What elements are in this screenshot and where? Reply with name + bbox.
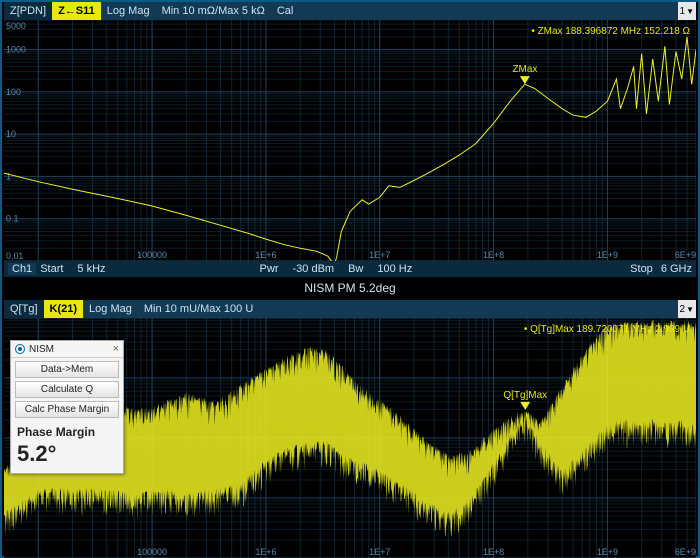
nism-button[interactable]: Calculate Q bbox=[15, 381, 119, 398]
trace-index-dropdown[interactable]: 1 ▼ bbox=[678, 2, 696, 20]
trace-tag[interactable]: Q[Tg] bbox=[4, 300, 44, 318]
start-label: Start bbox=[40, 263, 63, 275]
svg-text:5000: 5000 bbox=[6, 21, 26, 31]
trace-tag[interactable]: Z[PDN] bbox=[4, 2, 52, 20]
bw-label: Bw bbox=[348, 263, 363, 275]
trace-index: 2 bbox=[680, 304, 686, 315]
svg-text:Q[Tg]Max: Q[Tg]Max bbox=[503, 390, 547, 401]
svg-text:100: 100 bbox=[6, 87, 21, 97]
svg-text:6E+9: 6E+9 bbox=[675, 547, 696, 557]
nism-button[interactable]: Calc Phase Margin bbox=[15, 401, 119, 418]
pwr-value: -30 dBm bbox=[293, 263, 335, 275]
svg-text:100000: 100000 bbox=[137, 250, 167, 260]
app-frame: Z[PDN] Z←S11 Log Mag Min 10 mΩ/Max 5 kΩ … bbox=[0, 0, 700, 558]
svg-text:6E+9: 6E+9 bbox=[675, 250, 696, 260]
nism-icon bbox=[15, 344, 25, 354]
stop-value: 6 GHz bbox=[661, 263, 692, 275]
trace-index-dropdown[interactable]: 2 ▼ bbox=[678, 300, 696, 318]
svg-text:1E+9: 1E+9 bbox=[597, 250, 618, 260]
top-toolbar: Z[PDN] Z←S11 Log Mag Min 10 mΩ/Max 5 kΩ … bbox=[4, 2, 696, 20]
pwr-label: Pwr bbox=[260, 263, 279, 275]
svg-text:• ZMax 188.396872 MHz 15: • ZMax 188.396872 MHz 152.218 Ω bbox=[531, 26, 690, 37]
nism-result: Phase Margin 5.2° bbox=[11, 421, 123, 473]
svg-text:0.01: 0.01 bbox=[6, 251, 23, 261]
cal-label: Cal bbox=[271, 4, 300, 18]
format-label: Log Mag bbox=[101, 4, 156, 18]
midbar-text: NISM PM 5.2deg bbox=[304, 281, 395, 295]
chevron-down-icon: ▼ bbox=[686, 7, 694, 16]
svg-text:1000: 1000 bbox=[6, 45, 26, 55]
svg-text:1E+7: 1E+7 bbox=[369, 250, 390, 260]
svg-text:1E+6: 1E+6 bbox=[255, 547, 276, 557]
range-label: Min 10 mU/Max 100 U bbox=[138, 302, 259, 316]
active-param[interactable]: Z←S11 bbox=[52, 2, 101, 20]
range-label: Min 10 mΩ/Max 5 kΩ bbox=[156, 4, 271, 18]
format-label: Log Mag bbox=[83, 302, 138, 316]
svg-text:ZMax: ZMax bbox=[512, 64, 537, 75]
trace-index: 1 bbox=[680, 6, 686, 17]
top-panel: Z[PDN] Z←S11 Log Mag Min 10 mΩ/Max 5 kΩ … bbox=[4, 2, 696, 277]
midbar: NISM PM 5.2deg bbox=[4, 279, 696, 297]
svg-text:100000: 100000 bbox=[137, 547, 167, 557]
close-icon[interactable]: × bbox=[113, 343, 119, 355]
top-plot-area[interactable]: 100000 1E+6 1E+7 1E+8 1E+9 6E+9 0.01 0.1 1 10 100 1… bbox=[4, 20, 696, 261]
top-statusbar: Ch1 Start 5 kHz Pwr -30 dBm Bw 100 Hz St… bbox=[4, 261, 696, 277]
bw-value: 100 Hz bbox=[377, 263, 412, 275]
channel-badge: Ch1 bbox=[8, 263, 36, 275]
svg-text:• Q[Tg]Max 189.720071 MHz: • Q[Tg]Max 189.720071 MHz 2.939 U bbox=[524, 324, 690, 335]
nism-panel[interactable]: NISM × Data->Mem Calculate Q Calc Phase Ma… bbox=[10, 340, 124, 474]
svg-text:0.1: 0.1 bbox=[6, 214, 18, 224]
svg-text:1E+8: 1E+8 bbox=[483, 250, 504, 260]
svg-text:1E+8: 1E+8 bbox=[483, 547, 504, 557]
nism-result-value: 5.2° bbox=[17, 441, 117, 467]
active-param[interactable]: K(21) bbox=[44, 300, 84, 318]
svg-text:1E+9: 1E+9 bbox=[597, 547, 618, 557]
start-value: 5 kHz bbox=[77, 263, 105, 275]
stop-label: Stop bbox=[630, 263, 653, 275]
svg-text:1E+6: 1E+6 bbox=[255, 250, 276, 260]
svg-text:1: 1 bbox=[6, 171, 11, 181]
nism-result-label: Phase Margin bbox=[17, 425, 117, 439]
nism-title: NISM bbox=[29, 344, 54, 355]
svg-text:10: 10 bbox=[6, 129, 16, 139]
chevron-down-icon: ▼ bbox=[686, 305, 694, 314]
nism-button[interactable]: Data->Mem bbox=[15, 361, 119, 378]
bottom-toolbar: Q[Tg] K(21) Log Mag Min 10 mU/Max 100 U … bbox=[4, 300, 696, 318]
svg-text:1E+7: 1E+7 bbox=[369, 547, 390, 557]
nism-titlebar[interactable]: NISM × bbox=[11, 341, 123, 358]
